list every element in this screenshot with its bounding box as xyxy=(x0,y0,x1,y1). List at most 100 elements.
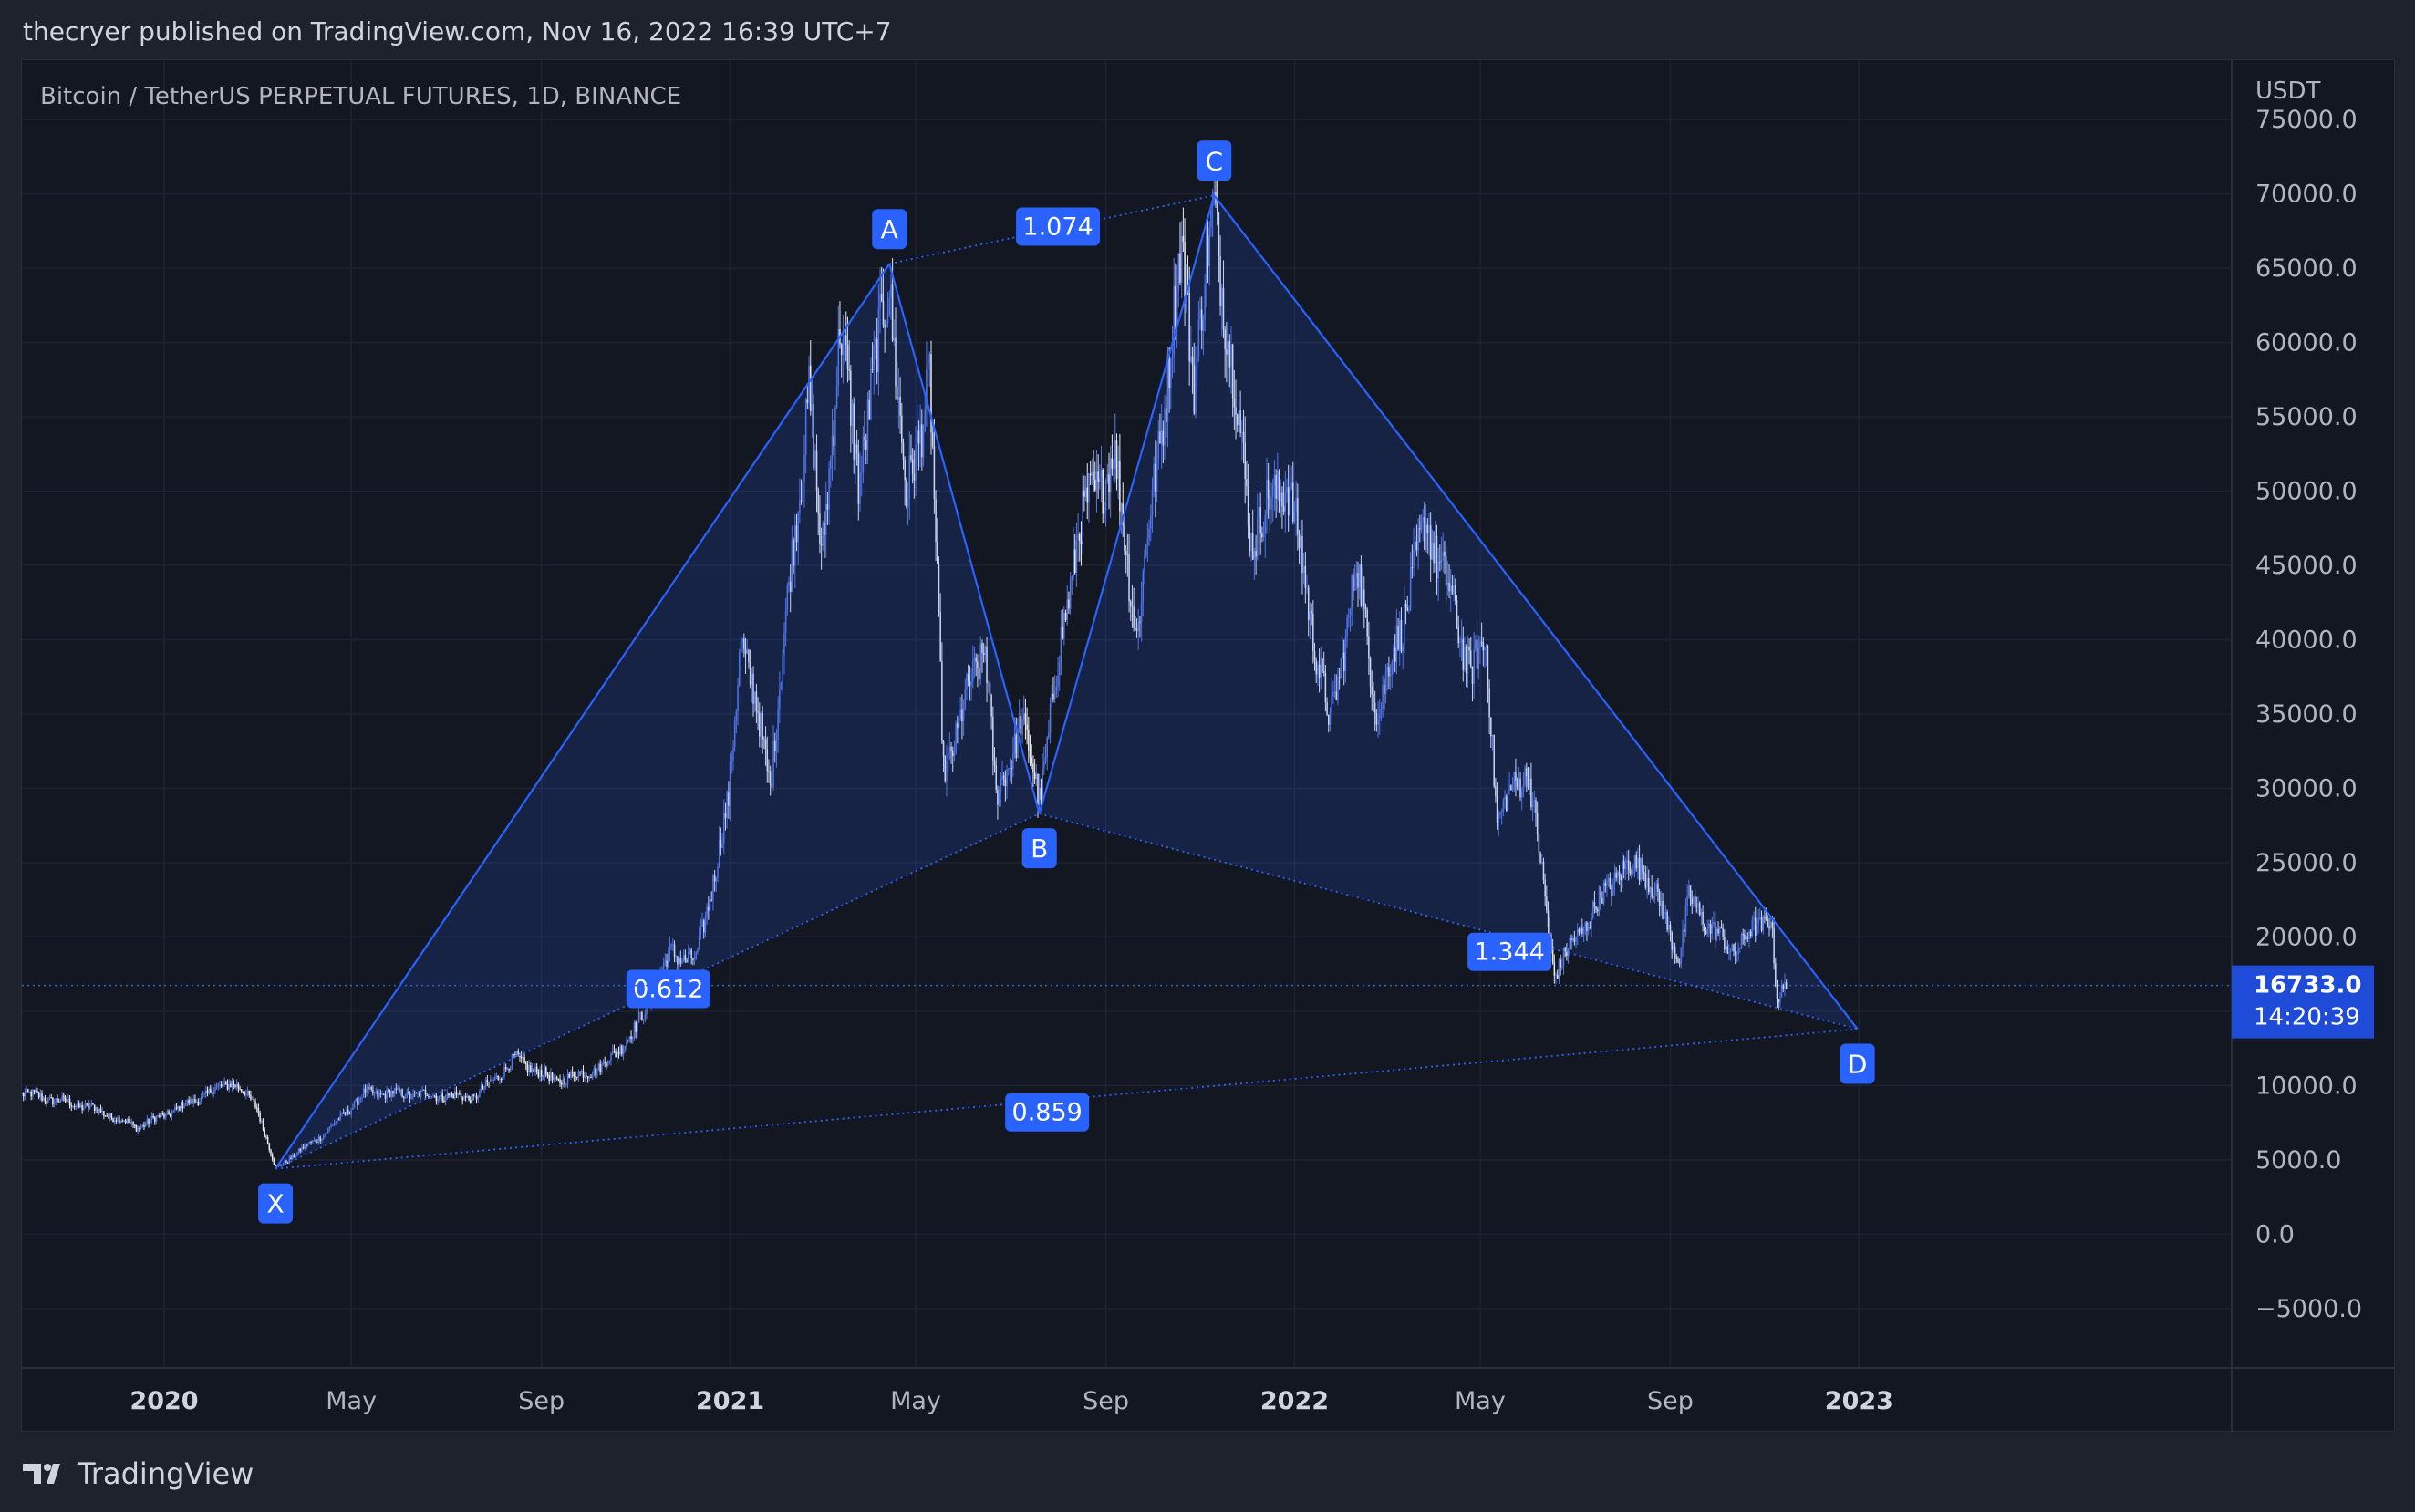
pattern-point-d[interactable]: D xyxy=(1840,1043,1875,1084)
svg-text:16733.0: 16733.0 xyxy=(2254,972,2361,999)
candle-body xyxy=(1378,714,1381,719)
candle-body xyxy=(1249,525,1251,551)
candle-body xyxy=(1414,541,1416,550)
candle-body xyxy=(545,1067,547,1075)
price-tick-label: 10000.0 xyxy=(2255,1072,2358,1100)
candle-body xyxy=(1393,647,1394,662)
candle-body xyxy=(79,1104,82,1108)
candle-body xyxy=(103,1111,105,1116)
candle-body xyxy=(831,435,834,459)
candle-body xyxy=(146,1119,149,1124)
ratio-label[interactable]: 0.859 xyxy=(1005,1093,1090,1132)
candle-body xyxy=(1484,647,1486,651)
candle-body xyxy=(1493,735,1495,787)
candle-body xyxy=(22,1093,25,1097)
candle-body xyxy=(180,1102,182,1111)
candle-body xyxy=(1638,857,1641,881)
candle-body xyxy=(285,1160,287,1163)
candle-body xyxy=(678,958,680,965)
candle-body xyxy=(266,1136,269,1144)
candle-body xyxy=(1753,917,1755,920)
candle-body xyxy=(1448,582,1450,592)
candle-body xyxy=(225,1082,227,1084)
candle-body xyxy=(938,564,940,612)
candle-body xyxy=(855,444,858,454)
candle-body xyxy=(1032,763,1034,773)
candle-body xyxy=(986,647,988,684)
candle-body xyxy=(1653,889,1656,898)
candle-body xyxy=(853,403,855,460)
candle-body xyxy=(1511,789,1514,791)
candle-body xyxy=(86,1103,88,1105)
candle-body xyxy=(1760,917,1763,931)
candle-body xyxy=(738,652,741,686)
candle-body xyxy=(1377,718,1379,725)
candle-body xyxy=(268,1143,271,1150)
candle-body xyxy=(439,1096,441,1100)
candle-body xyxy=(1344,637,1347,671)
candle-body xyxy=(824,503,827,535)
candle-body xyxy=(1109,458,1112,492)
candle-body xyxy=(1151,489,1154,516)
candle-body xyxy=(1779,997,1781,1003)
candle-body xyxy=(1052,693,1054,700)
candle-body xyxy=(1762,917,1764,931)
candle-body xyxy=(315,1139,316,1143)
candle-body xyxy=(1571,937,1574,941)
chart-panel[interactable]: 1.074 0.612 1.344 0.859 X A B C D Bitcoin / Teth… xyxy=(21,59,2395,1432)
candle-body xyxy=(346,1109,347,1115)
price-tick-label: 65000.0 xyxy=(2255,254,2358,283)
candle-body xyxy=(286,1162,289,1164)
candle-body xyxy=(958,718,960,729)
candle-body xyxy=(1043,762,1045,770)
candle-body xyxy=(1649,887,1652,893)
candle-body xyxy=(596,1070,598,1076)
candle-body xyxy=(682,954,685,961)
time-tick-label: May xyxy=(1455,1387,1506,1415)
candle-body xyxy=(241,1089,243,1092)
candle-body xyxy=(570,1072,572,1078)
candle-body xyxy=(1366,609,1368,637)
candle-body xyxy=(441,1093,443,1101)
candle-body xyxy=(388,1090,389,1092)
pattern-point-c[interactable]: C xyxy=(1197,140,1232,181)
candle-body xyxy=(113,1120,116,1123)
candle-body xyxy=(1394,647,1396,662)
ratio-label[interactable]: 1.074 xyxy=(1016,207,1101,246)
candle-body xyxy=(1253,550,1256,560)
candle-body xyxy=(262,1120,264,1130)
candle-body xyxy=(1271,485,1274,497)
candle-body xyxy=(877,308,880,373)
price-chart[interactable]: 1.074 0.612 1.344 0.859 X A B C D Bitcoin / Teth… xyxy=(22,60,2394,1431)
candle-body xyxy=(166,1111,169,1113)
ratio-label[interactable]: 1.344 xyxy=(1467,932,1552,971)
candle-body xyxy=(1168,353,1170,388)
candle-body xyxy=(253,1098,255,1102)
tradingview-brand[interactable]: TradingView xyxy=(23,1456,254,1491)
pattern-point-a[interactable]: A xyxy=(872,209,907,250)
candle-body xyxy=(639,1012,641,1014)
candle-body xyxy=(1216,203,1218,213)
candle-body xyxy=(813,404,814,469)
candle-body xyxy=(342,1112,345,1114)
candle-body xyxy=(219,1084,221,1086)
candle-body xyxy=(1688,885,1690,896)
candle-body xyxy=(942,741,945,757)
pattern-point-x[interactable]: X xyxy=(258,1183,294,1224)
candle-body xyxy=(1318,664,1321,678)
candle-body xyxy=(772,740,774,788)
candle-body xyxy=(1516,780,1518,787)
pattern-leg-cd xyxy=(1213,194,1859,1030)
candle-body xyxy=(148,1119,150,1124)
candle-body xyxy=(275,1164,276,1167)
candle-body xyxy=(130,1122,133,1124)
candle-body xyxy=(230,1083,232,1088)
candle-body xyxy=(1069,579,1072,609)
candle-body xyxy=(1011,767,1012,770)
ratio-label[interactable]: 0.612 xyxy=(626,969,710,1009)
candle-body xyxy=(553,1079,555,1081)
candle-body xyxy=(1375,712,1378,725)
candle-body xyxy=(884,324,886,328)
candle-body xyxy=(1099,478,1101,483)
pattern-point-b[interactable]: B xyxy=(1021,828,1057,869)
